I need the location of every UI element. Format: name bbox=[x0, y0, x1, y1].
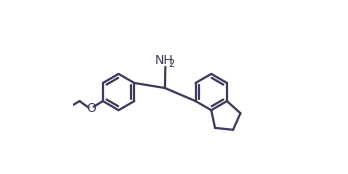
Text: NH: NH bbox=[155, 54, 174, 67]
Text: O: O bbox=[86, 102, 96, 115]
Text: 2: 2 bbox=[168, 59, 174, 69]
